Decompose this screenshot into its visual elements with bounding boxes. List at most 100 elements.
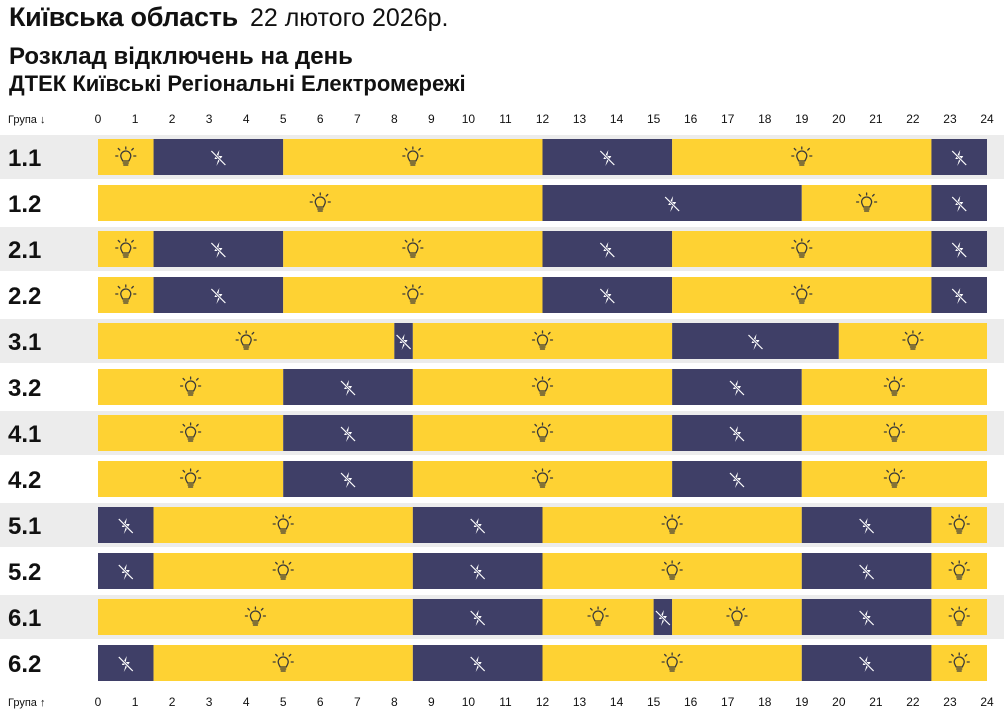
lightbulb-icon (235, 330, 257, 350)
power-off-bolt-icon (210, 150, 227, 166)
power-off-bolt-icon (117, 656, 134, 672)
lightbulb-icon (179, 376, 202, 396)
lightbulb-icon (309, 192, 331, 212)
tick-label-bottom: 12 (536, 695, 550, 709)
power-on-bar (98, 185, 543, 221)
power-off-bolt-icon (729, 380, 745, 396)
power-off-bolt-icon (858, 564, 875, 580)
tick-label-top: 8 (391, 112, 398, 126)
power-on-bar (801, 185, 932, 221)
group-label: 6.1 (8, 605, 41, 632)
power-off-bolt-icon (340, 426, 356, 442)
power-on-bar (672, 231, 932, 267)
power-on-bar (98, 231, 154, 267)
power-off-bolt-icon (210, 242, 227, 258)
tick-label-bottom: 20 (832, 695, 846, 709)
lightbulb-icon (531, 376, 554, 396)
lightbulb-icon (661, 652, 683, 672)
tick-label-top: 0 (95, 112, 102, 126)
tick-label-bottom: 21 (869, 695, 883, 709)
header: Київська область 22 лютого 2026р. (9, 2, 448, 33)
power-off-bolt-icon (340, 380, 356, 396)
power-off-bolt-icon (469, 518, 486, 534)
power-on-bar (98, 323, 395, 359)
lightbulb-icon (115, 284, 137, 304)
lightbulb-icon (948, 560, 970, 580)
group-row-1.2: 1.2 (8, 185, 987, 221)
power-off-bolt-icon (729, 472, 745, 488)
group-row-4.2: 4.2 (8, 461, 987, 497)
tick-label-bottom: 16 (684, 695, 698, 709)
lightbulb-icon (587, 606, 609, 626)
power-off-bolt-icon (599, 150, 616, 166)
lightbulb-icon (272, 560, 294, 580)
lightbulb-icon (115, 146, 137, 166)
power-on-bar (542, 553, 802, 589)
power-off-bolt-icon (210, 288, 227, 304)
group-label: 4.2 (8, 467, 41, 494)
power-off-bolt-icon (654, 610, 671, 626)
power-on-bar (801, 369, 987, 405)
tick-label-top: 13 (573, 112, 587, 126)
lightbulb-icon (531, 468, 554, 488)
group-row-5.2: 5.2 (8, 553, 987, 589)
tick-label-top: 10 (462, 112, 476, 126)
power-on-bar (672, 139, 932, 175)
tick-label-bottom: 15 (647, 695, 661, 709)
power-off-bolt-icon (469, 656, 486, 672)
power-off-bolt-icon (340, 472, 356, 488)
lightbulb-icon (948, 514, 970, 534)
power-on-bar (412, 415, 673, 451)
power-on-bar (931, 599, 987, 635)
tick-label-bottom: 5 (280, 695, 287, 709)
power-off-bolt-icon (599, 288, 616, 304)
provider-name: ДТЕК Київські Регіональні Електромережі (9, 71, 466, 96)
tick-label-bottom: 0 (95, 695, 102, 709)
power-on-bar (672, 277, 932, 313)
tick-label-top: 23 (943, 112, 957, 126)
axis-caption-bottom: Група ↑ (8, 697, 45, 709)
power-on-bar (412, 369, 673, 405)
power-off-bolt-icon (858, 518, 875, 534)
power-on-bar (801, 415, 987, 451)
group-row-6.2: 6.2 (8, 645, 987, 681)
tick-label-top: 16 (684, 112, 698, 126)
group-label: 1.2 (8, 191, 41, 218)
power-on-bar (98, 415, 284, 451)
power-on-bar (98, 277, 154, 313)
power-on-bar (801, 461, 987, 497)
power-on-bar (931, 507, 987, 543)
power-on-bar (283, 139, 543, 175)
tick-label-top: 1 (132, 112, 139, 126)
group-row-3.1: 3.1 (0, 319, 1004, 363)
lightbulb-icon (402, 146, 424, 166)
lightbulb-icon (948, 652, 970, 672)
lightbulb-icon (272, 514, 294, 534)
tick-label-top: 20 (832, 112, 846, 126)
tick-label-top: 3 (206, 112, 213, 126)
power-on-bar (283, 277, 543, 313)
group-row-6.1: 6.1 (0, 595, 1004, 639)
power-on-bar (931, 645, 987, 681)
lightbulb-icon (661, 514, 683, 534)
power-off-bolt-icon (395, 334, 412, 350)
power-on-bar (672, 599, 802, 635)
region-title: Київська область (9, 2, 238, 32)
power-off-bolt-icon (951, 242, 968, 258)
tick-label-top: 5 (280, 112, 287, 126)
schedule-title: Розклад відключень на день (9, 43, 353, 70)
group-label: 6.2 (8, 651, 41, 678)
tick-label-top: 4 (243, 112, 250, 126)
lightbulb-icon (402, 284, 424, 304)
power-on-bar (98, 369, 284, 405)
lightbulb-icon (661, 560, 683, 580)
power-on-bar (283, 231, 543, 267)
power-on-bar (412, 461, 673, 497)
tick-label-bottom: 14 (610, 695, 624, 709)
group-label: 1.1 (8, 145, 41, 172)
lightbulb-icon (855, 192, 878, 212)
power-on-bar (98, 461, 284, 497)
lightbulb-icon (179, 422, 202, 442)
tick-label-top: 21 (869, 112, 883, 126)
schedule-date: 22 лютого 2026р. (249, 4, 449, 32)
